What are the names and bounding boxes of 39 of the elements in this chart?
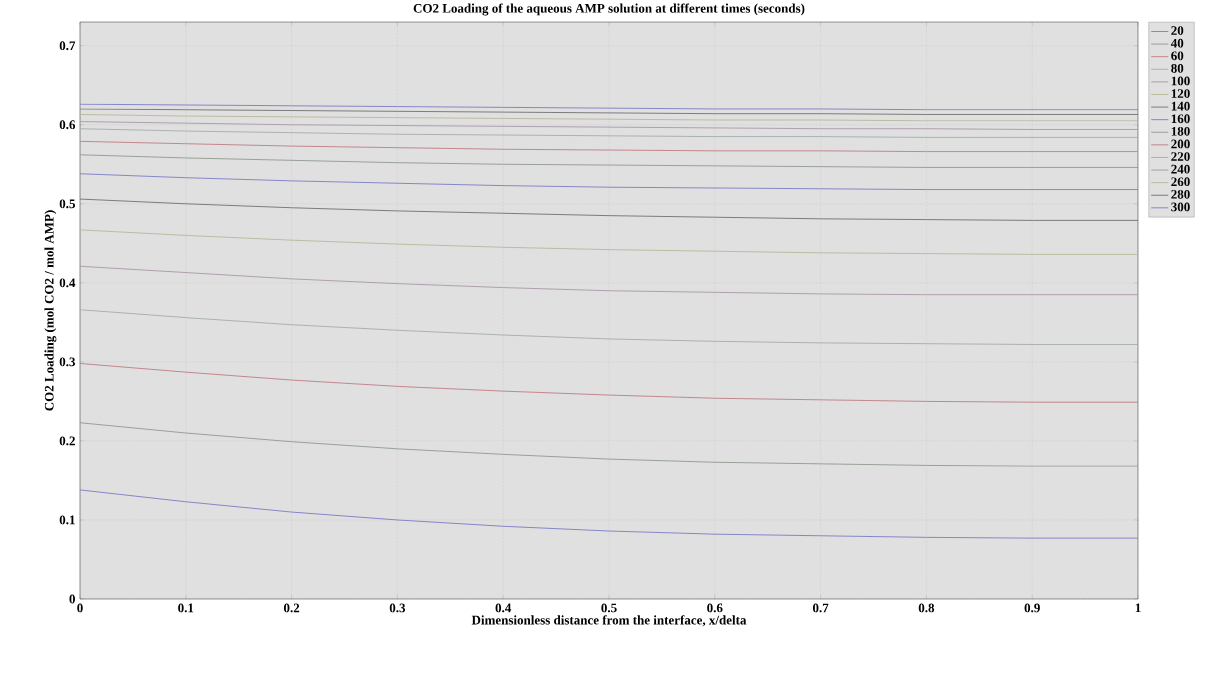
y-tick-label: 0.4 xyxy=(59,278,76,288)
legend-label: 60 xyxy=(1171,51,1184,61)
x-tick-label: 1 xyxy=(1135,603,1141,613)
x-tick-label: 0.9 xyxy=(1024,603,1040,613)
x-tick-label: 0.8 xyxy=(918,603,935,613)
legend-label: 120 xyxy=(1171,89,1190,98)
legend-label: 280 xyxy=(1171,189,1190,199)
line-series xyxy=(80,198,1139,221)
x-tick-label: 0.7 xyxy=(812,603,829,613)
legend-label: 240 xyxy=(1171,164,1190,174)
legend-label: 180 xyxy=(1171,126,1190,136)
legend-label: 140 xyxy=(1171,101,1190,111)
legend-label: 100 xyxy=(1171,76,1190,86)
legend-label: 260 xyxy=(1171,177,1190,187)
y-tick-label: 0.6 xyxy=(59,120,76,130)
y-tick-label: 0.5 xyxy=(59,199,75,209)
x-tick-label: 0 xyxy=(77,603,83,613)
y-axis-title: CO2 Loading (mol CO2 / mol AMP) xyxy=(44,210,57,411)
y-tick-label: 0.3 xyxy=(59,357,76,367)
x-tick-label: 0.6 xyxy=(707,603,723,613)
x-tick-label: 0.5 xyxy=(601,603,617,613)
y-tick-label: 0.7 xyxy=(59,41,76,51)
legend-label: 160 xyxy=(1171,114,1190,124)
x-tick-label: 0.2 xyxy=(283,603,300,613)
x-axis-title: Dimensionless distance from the interface, x/delta xyxy=(471,615,747,627)
x-tick-label: 0.4 xyxy=(495,603,512,613)
x-tick-label: 0.1 xyxy=(178,603,194,613)
x-tick-label: 0.3 xyxy=(389,603,406,613)
legend-label: 300 xyxy=(1171,202,1190,212)
chart-title: CO2 Loading of the aqueous AMP solution at different times (seconds) xyxy=(413,3,805,16)
legend-label: 20 xyxy=(1171,26,1184,35)
y-tick-label: 0.1 xyxy=(59,515,75,525)
legend-label: 220 xyxy=(1171,152,1190,161)
y-tick-label: 0 xyxy=(69,594,75,604)
legend-label: 200 xyxy=(1171,139,1190,149)
line-series xyxy=(80,489,1139,539)
legend-label: 80 xyxy=(1171,63,1184,73)
legend-label: 40 xyxy=(1170,38,1184,48)
y-tick-label: 0.2 xyxy=(59,436,75,446)
